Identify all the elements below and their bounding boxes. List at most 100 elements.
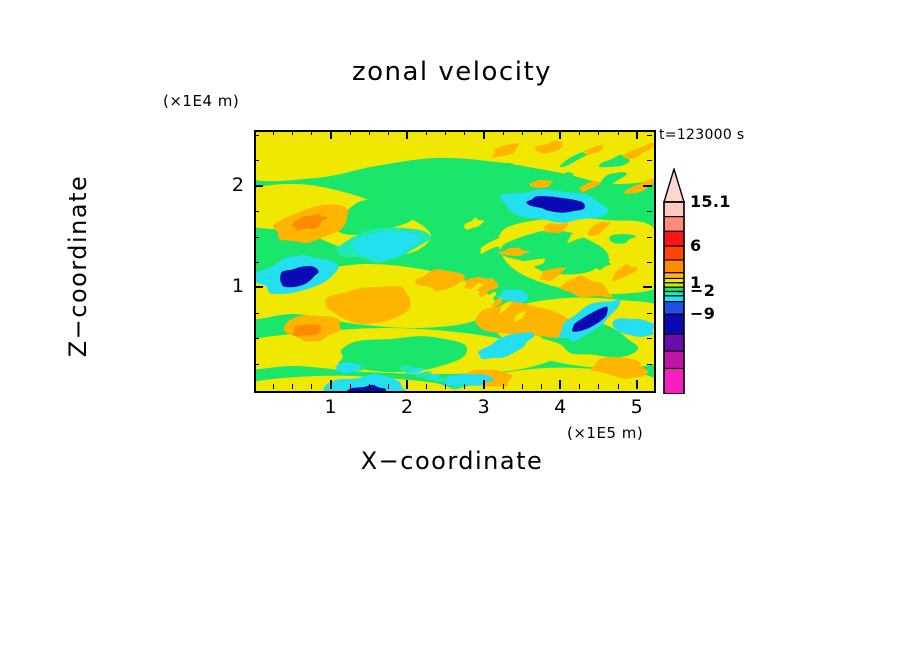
tick-mark: [647, 312, 652, 314]
ripple-5: [598, 154, 630, 168]
contour-field: [256, 132, 654, 391]
y-tick-label: 1: [231, 275, 244, 298]
tick-mark: [541, 384, 543, 389]
ripple-3: [560, 152, 587, 168]
colorbar-band: [663, 295, 685, 303]
tick-mark: [254, 184, 263, 187]
navy-core-lower-left: [346, 384, 387, 391]
colorbar-tick-label: −9: [690, 304, 716, 324]
green-lobe-lower: [338, 336, 468, 373]
tick-mark: [426, 130, 428, 135]
colorbar-band: [663, 245, 685, 261]
x-axis-title: X−coordinate: [360, 447, 544, 475]
tick-mark: [559, 130, 562, 139]
tick-mark: [254, 363, 259, 365]
cyan-core-far-right: [612, 318, 654, 337]
green-lobe-top-mid: [424, 173, 493, 198]
amber-core-midleft: [325, 285, 411, 324]
streak-lower-6: [451, 382, 469, 390]
tick-mark: [643, 184, 652, 187]
tick-mark: [368, 384, 370, 389]
green-lobe-right: [500, 230, 609, 275]
streak-7: [513, 311, 526, 322]
streak-1: [471, 282, 484, 292]
amber-core-rightmid: [560, 275, 613, 298]
colorbar-band: [663, 350, 685, 370]
colorbar-band: [663, 259, 685, 274]
tick-mark: [349, 130, 351, 135]
tick-mark: [426, 384, 428, 389]
tick-mark: [464, 384, 466, 389]
colorbar-tick-label: 1: [690, 272, 702, 292]
ripple-2: [535, 140, 564, 154]
tick-mark: [541, 130, 543, 135]
tick-mark: [521, 384, 523, 389]
tick-mark: [647, 211, 652, 213]
tick-mark: [254, 312, 259, 314]
ripple-24: [611, 264, 638, 282]
navy-core-upper-right: [526, 196, 585, 213]
ripple-11: [601, 172, 628, 186]
streak-5: [499, 301, 512, 314]
cyan-core-upper: [351, 231, 421, 260]
ripple-4: [583, 144, 604, 156]
tick-mark: [254, 236, 259, 238]
colorbar-band: [663, 333, 685, 352]
streak-6: [506, 306, 519, 318]
ripple-15: [587, 221, 612, 236]
x-axis-unit-label: (×1E5 m): [567, 424, 644, 442]
green-lobe-upper-left: [332, 194, 424, 235]
x-tick-label: 4: [554, 396, 567, 418]
tick-mark: [406, 380, 409, 389]
streak-2: [478, 287, 491, 298]
colorbar-band: [663, 272, 685, 280]
tick-mark: [464, 130, 466, 135]
tick-mark: [647, 236, 652, 238]
tick-mark: [502, 384, 504, 389]
tick-mark: [406, 130, 409, 139]
tick-mark: [254, 135, 259, 137]
ripple-20: [540, 267, 566, 282]
colorbar-tick-label: 6: [690, 235, 702, 255]
colorbar-band: [663, 230, 685, 247]
ripple-14: [567, 230, 587, 243]
tick-mark: [635, 130, 638, 139]
navy-core-right-streak: [571, 306, 608, 332]
streak-4: [491, 297, 504, 308]
tick-mark: [273, 384, 275, 389]
orange-core-left: [292, 214, 329, 231]
colorbar-tick-label: 15.1: [690, 192, 731, 211]
tick-mark: [273, 130, 275, 135]
streak-lower-3: [425, 373, 441, 380]
cyan-core-mid-right: [478, 332, 535, 360]
y-axis-unit-label: (×1E4 m): [163, 92, 240, 110]
navy-core-left: [280, 266, 319, 288]
tick-mark: [482, 380, 485, 389]
colorbar-band: [663, 216, 685, 232]
tick-mark: [502, 130, 504, 135]
x-tick-label: 2: [401, 396, 414, 418]
tick-mark: [579, 130, 581, 135]
x-tick-label: 3: [477, 396, 490, 418]
tick-mark: [387, 384, 389, 389]
streak-lower-4: [433, 377, 450, 383]
x-tick-label: 5: [630, 396, 643, 418]
tick-mark: [598, 130, 600, 135]
tick-mark: [445, 384, 447, 389]
colorbar-swatches: [663, 168, 685, 394]
amber-core-center: [415, 269, 465, 291]
tick-mark: [329, 130, 332, 139]
streak-0: [464, 277, 477, 288]
tick-mark: [368, 130, 370, 135]
y-tick-label: 2: [231, 173, 244, 196]
colorbar: [663, 168, 685, 394]
tick-mark: [617, 384, 619, 389]
streak-lower-0: [399, 365, 416, 371]
tick-mark: [254, 262, 259, 264]
colorbar-band: [663, 313, 685, 335]
ripple-18: [498, 247, 531, 257]
tick-mark: [387, 130, 389, 135]
streak-lower-1: [405, 367, 425, 374]
ripple-0: [491, 143, 519, 158]
